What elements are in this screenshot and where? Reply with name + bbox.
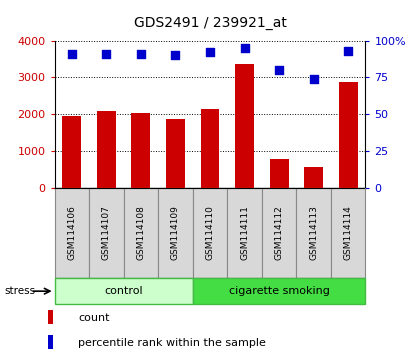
Text: GSM114112: GSM114112 — [275, 205, 284, 260]
Text: GSM114108: GSM114108 — [136, 205, 145, 260]
Text: GDS2491 / 239921_at: GDS2491 / 239921_at — [134, 16, 286, 30]
Bar — [193, 278, 365, 304]
Bar — [55, 278, 193, 304]
Bar — [48, 335, 53, 349]
Bar — [200, 109, 220, 188]
Point — [276, 67, 282, 73]
Point — [172, 52, 179, 58]
Bar — [339, 82, 357, 188]
Text: GSM114107: GSM114107 — [102, 205, 111, 260]
Point — [241, 45, 248, 51]
Bar — [270, 159, 289, 188]
Bar — [63, 116, 81, 188]
Point — [68, 51, 75, 57]
Bar — [235, 64, 254, 188]
Text: stress: stress — [4, 286, 35, 296]
Point — [103, 51, 110, 57]
Bar — [97, 111, 116, 188]
Point — [310, 76, 317, 82]
Text: cigarette smoking: cigarette smoking — [228, 286, 330, 296]
Text: percentile rank within the sample: percentile rank within the sample — [78, 338, 266, 348]
Text: GSM114109: GSM114109 — [171, 205, 180, 260]
Bar — [158, 188, 193, 278]
Bar — [123, 188, 158, 278]
Text: GSM114113: GSM114113 — [309, 205, 318, 260]
Point — [207, 50, 213, 55]
Text: GSM114111: GSM114111 — [240, 205, 249, 260]
Bar — [227, 188, 262, 278]
Point — [345, 48, 352, 54]
Bar — [55, 188, 89, 278]
Text: GSM114110: GSM114110 — [205, 205, 215, 260]
Bar — [331, 188, 365, 278]
Bar — [131, 113, 150, 188]
Text: control: control — [104, 286, 143, 296]
Bar — [262, 188, 297, 278]
Bar — [89, 188, 123, 278]
Bar — [48, 310, 53, 324]
Text: GSM114106: GSM114106 — [67, 205, 76, 260]
Point — [138, 51, 144, 57]
Bar — [166, 119, 185, 188]
Bar — [297, 188, 331, 278]
Bar — [193, 188, 227, 278]
Text: count: count — [78, 313, 110, 323]
Bar — [304, 167, 323, 188]
Text: GSM114114: GSM114114 — [344, 205, 353, 260]
